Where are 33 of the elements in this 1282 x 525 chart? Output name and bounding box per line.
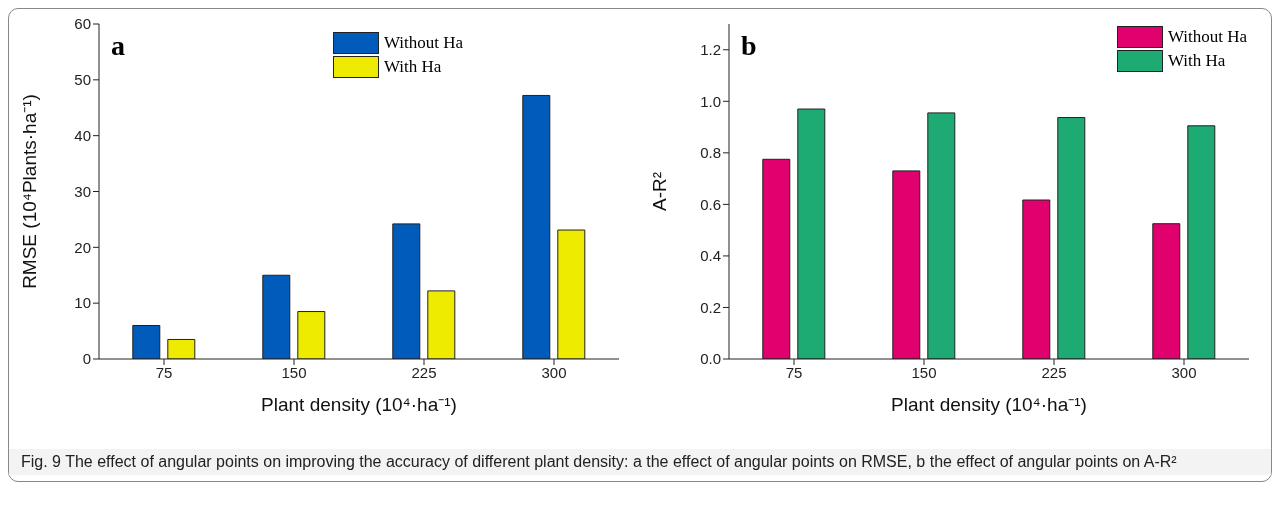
legend-label: With Ha — [1167, 51, 1226, 71]
y-tick-label: 0.8 — [700, 144, 721, 162]
chart-title: b — [741, 30, 757, 62]
legend-label: Without Ha — [384, 33, 464, 53]
y-tick-label: 60 — [74, 15, 91, 33]
y-tick-label: 30 — [74, 182, 91, 200]
y-tick-label: 0 — [82, 350, 91, 368]
caption: Fig. 9 The effect of angular points on improving the accuracy of different plant density: a the effect of angular points on RMSE, b the effect of angular points on A-R² — [9, 449, 1271, 475]
x-tick-label: 150 — [911, 363, 937, 381]
y-tick-label: 40 — [74, 126, 91, 144]
x-axis-title: Plant density (10⁴·ha⁻¹) — [261, 394, 457, 415]
legend-label: Without Ha — [1167, 27, 1247, 47]
y-tick-label: 0.6 — [700, 195, 721, 213]
y-tick-label: 0.4 — [700, 247, 721, 265]
x-tick-label: 225 — [1041, 363, 1067, 381]
x-tick-label: 300 — [1171, 363, 1197, 381]
y-axis-title: A-R² — [648, 171, 670, 212]
x-tick-label: 75 — [785, 363, 803, 381]
x-axis-title: Plant density (10⁴·ha⁻¹) — [891, 394, 1087, 415]
legend-label: With Ha — [384, 57, 442, 77]
x-tick-label: 225 — [411, 363, 437, 381]
y-tick-label: 50 — [74, 71, 91, 89]
y-tick-label: 10 — [74, 294, 91, 312]
y-tick-label: 0.0 — [700, 350, 721, 368]
y-axis-title: RMSE (10⁴Plants·ha⁻¹) — [18, 94, 40, 289]
y-tick-label: 20 — [74, 238, 91, 256]
y-tick-label: 0.2 — [700, 298, 721, 316]
x-tick-label: 75 — [155, 363, 173, 381]
x-tick-label: 150 — [281, 363, 307, 381]
y-tick-label: 1.0 — [700, 92, 721, 110]
chart-title: a — [111, 30, 125, 62]
x-tick-label: 300 — [541, 363, 567, 381]
y-tick-label: 1.2 — [700, 41, 721, 59]
